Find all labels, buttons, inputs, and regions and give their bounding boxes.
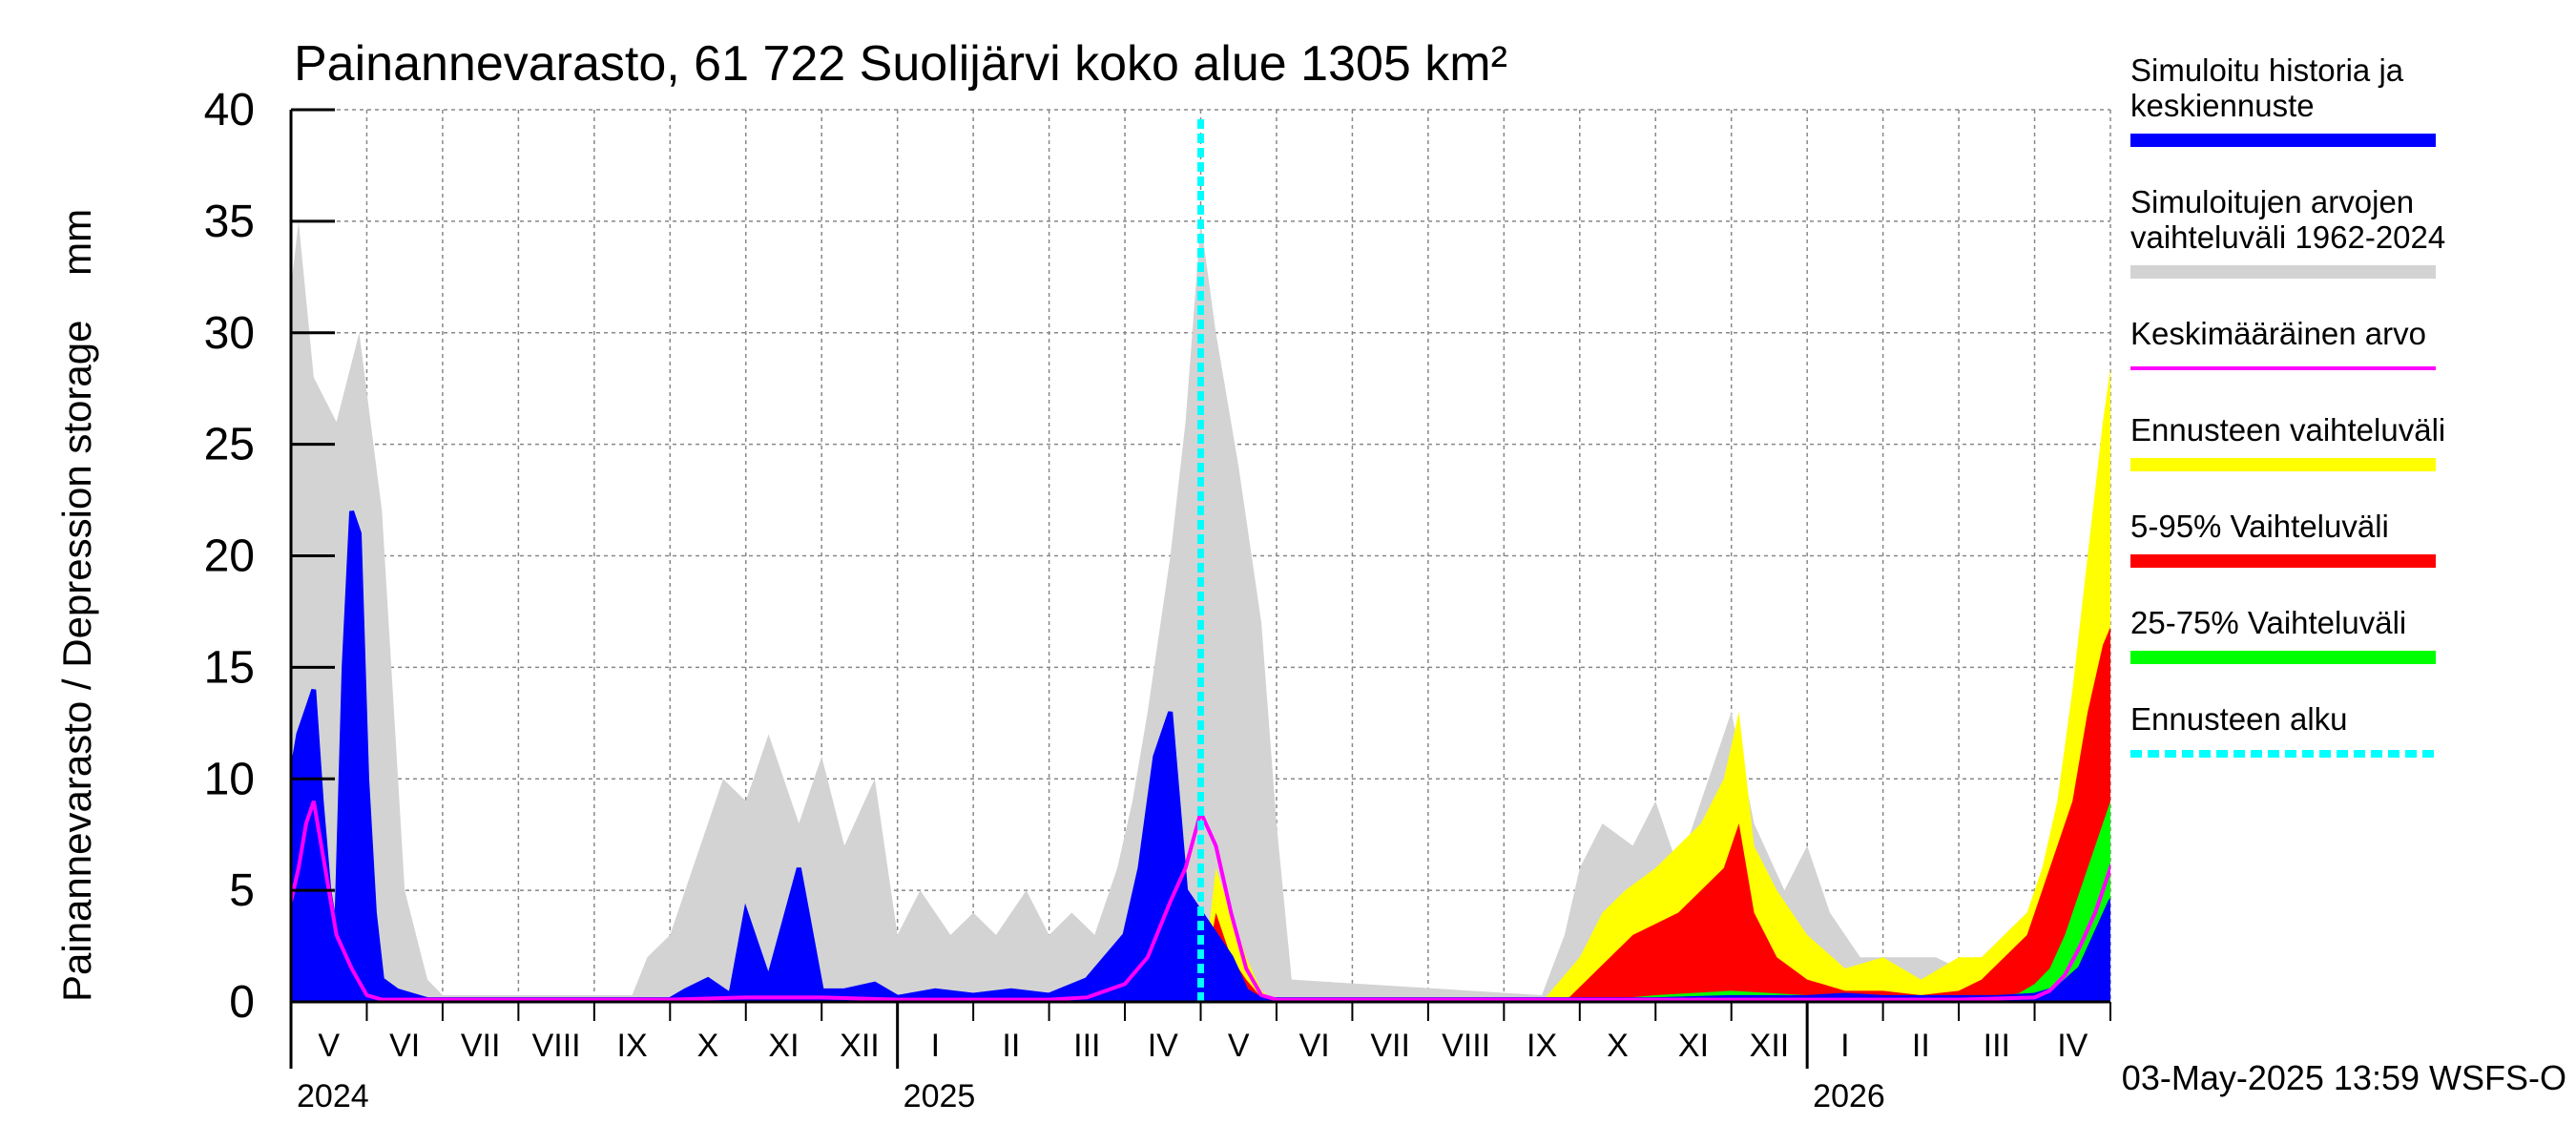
x-month-label: V <box>318 1028 340 1064</box>
x-month-label: VIII <box>1442 1028 1490 1064</box>
x-month-label: VIII <box>532 1028 581 1064</box>
x-month-label: IX <box>1527 1028 1557 1064</box>
legend-item-p5_95: 5-95% Vaihteluväli <box>2130 509 2436 568</box>
legend-item-p25_75: 25-75% Vaihteluväli <box>2130 605 2436 664</box>
legend-label: 25-75% Vaihteluväli <box>2130 605 2406 640</box>
y-tick-label: 40 <box>204 85 255 135</box>
y-tick-label: 0 <box>229 977 255 1028</box>
x-month-label: I <box>1840 1028 1849 1064</box>
footer-timestamp: 03-May-2025 13:59 WSFS-O <box>2122 1058 2566 1097</box>
legend-label: Ennusteen alku <box>2130 701 2348 737</box>
legend-label: 5-95% Vaihteluväli <box>2130 509 2389 544</box>
x-month-label: II <box>1002 1028 1020 1064</box>
series-history-line <box>291 510 2110 1002</box>
y-tick-label: 15 <box>204 642 255 693</box>
x-month-label: II <box>1912 1028 1930 1064</box>
x-month-label: XI <box>1678 1028 1709 1064</box>
x-month-label: XII <box>840 1028 880 1064</box>
x-month-label: VII <box>1370 1028 1410 1064</box>
x-year-label: 2025 <box>904 1078 976 1114</box>
x-month-label: XII <box>1750 1028 1790 1064</box>
x-month-label: IV <box>2057 1028 2088 1064</box>
legend-item-mean: Keskimääräinen arvo <box>2130 316 2436 370</box>
x-month-label: X <box>697 1028 719 1064</box>
y-tick-labels: 0 5 10 15 20 25 30 35 40 <box>204 85 255 1028</box>
legend: Simuloitu historia jakeskiennusteSimuloi… <box>2130 52 2445 758</box>
x-month-label: IX <box>617 1028 648 1064</box>
y-tick-label: 20 <box>204 531 255 582</box>
x-month-label: III <box>1073 1028 1100 1064</box>
legend-label: keskiennuste <box>2130 88 2315 123</box>
x-year-label: 2026 <box>1813 1078 1885 1114</box>
x-month-label: VI <box>1299 1028 1330 1064</box>
x-month-label: X <box>1607 1028 1629 1064</box>
x-month-label: VII <box>461 1028 501 1064</box>
x-tick-labels: V VI VII VIII IX X XI XII I II III IV V VI VII VIII IX X X… <box>297 1028 2088 1114</box>
x-month-label: IV <box>1148 1028 1178 1064</box>
x-month-label: III <box>1984 1028 2010 1064</box>
series-layer <box>291 119 2110 1002</box>
legend-label: Simuloitu historia ja <box>2130 52 2404 88</box>
series-forecast-range-area <box>1200 368 2110 1002</box>
x-month-label: I <box>931 1028 940 1064</box>
y-tick-label: 35 <box>204 197 255 247</box>
legend-item-fc_start: Ennusteen alku <box>2130 701 2436 758</box>
legend-item-fc_range: Ennusteen vaihteluväli <box>2130 412 2445 471</box>
legend-label: Ennusteen vaihteluväli <box>2130 412 2445 448</box>
y-tick-label: 10 <box>204 754 255 804</box>
x-month-label: V <box>1228 1028 1250 1064</box>
series-sim-range-area <box>291 220 2110 1002</box>
x-month-label: VI <box>389 1028 420 1064</box>
y-tick-label: 30 <box>204 308 255 359</box>
legend-label: Keskimääräinen arvo <box>2130 316 2426 351</box>
y-axis-label: Painannevarasto / Depression storage mm <box>54 209 99 1002</box>
x-year-label: 2024 <box>297 1078 369 1114</box>
axes-layer <box>289 108 2111 1069</box>
x-month-label: XI <box>768 1028 799 1064</box>
series-mean-line <box>291 800 2110 1002</box>
legend-label: vaihteluväli 1962-2024 <box>2130 219 2445 255</box>
series-p5-95-area <box>1200 627 2110 1002</box>
y-tick-label: 25 <box>204 420 255 470</box>
legend-label: Simuloitujen arvojen <box>2130 184 2414 219</box>
chart-title: Painannevarasto, 61 722 Suolijärvi koko … <box>294 36 1507 92</box>
y-tick-label: 5 <box>229 865 255 916</box>
